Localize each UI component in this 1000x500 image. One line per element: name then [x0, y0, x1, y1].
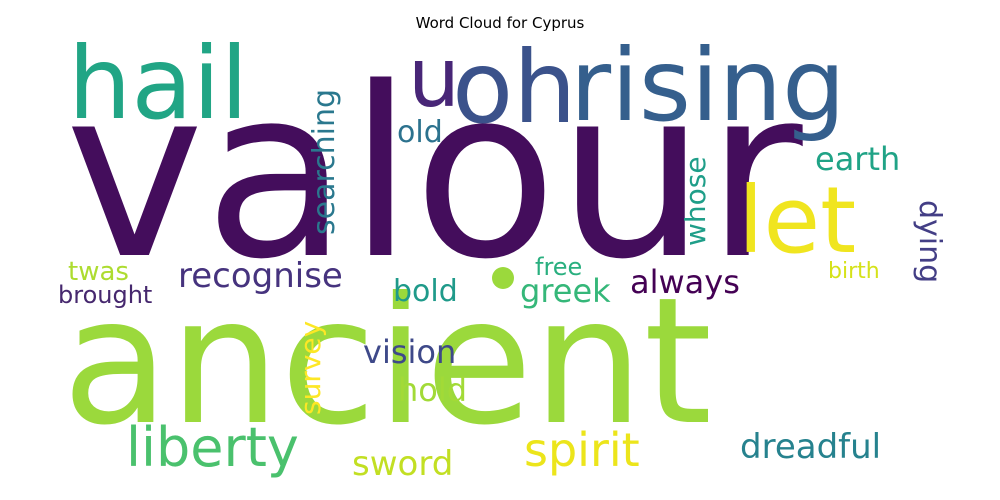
word-hail: hail — [68, 25, 248, 142]
word-spirit: spirit — [524, 423, 640, 477]
chart-title: Word Cloud for Cyprus — [415, 14, 585, 32]
word-old: old — [397, 115, 443, 150]
word-dying: dying — [912, 200, 947, 283]
word-ancient: ancient — [62, 261, 712, 464]
word-brought: brought — [58, 281, 152, 309]
word-bold: bold — [393, 274, 458, 309]
word-free: free — [535, 253, 582, 281]
word-recognise: recognise — [178, 256, 343, 296]
word-searching: searching — [307, 89, 342, 235]
word-vision: vision — [363, 333, 456, 371]
word-earth: earth — [815, 140, 900, 178]
word-always: always — [630, 263, 740, 301]
word-birth: birth — [828, 259, 880, 284]
word-twas: twas — [68, 257, 129, 287]
word-let: let — [738, 167, 856, 274]
word-survey: survey — [294, 321, 327, 415]
word-rising: rising — [570, 27, 846, 144]
word-liberty: liberty — [126, 416, 299, 479]
word-hold: hold — [398, 371, 467, 409]
word-oh: oh — [452, 29, 577, 146]
word-dreadful: dreadful — [740, 427, 881, 467]
word-greek: greek — [520, 272, 611, 310]
word-whose: whose — [679, 156, 712, 246]
dot-mark — [492, 267, 514, 289]
word-u: u — [408, 31, 460, 126]
word-valour: valour — [65, 38, 803, 311]
word-sword: sword — [352, 444, 453, 484]
